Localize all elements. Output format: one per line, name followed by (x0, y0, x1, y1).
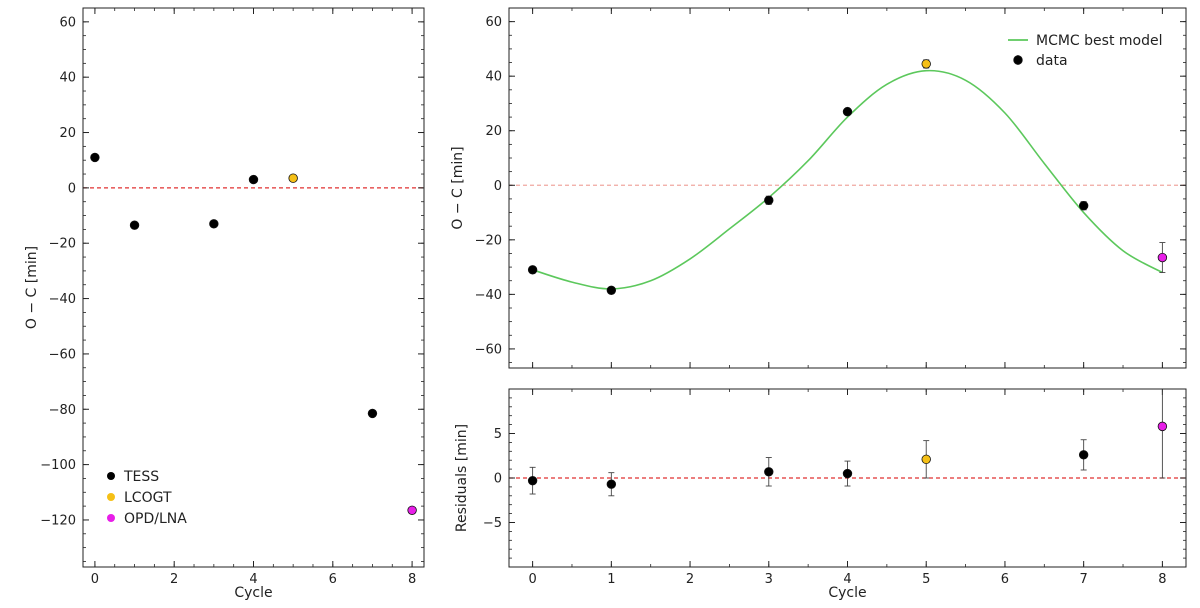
data-point (1078, 201, 1089, 211)
y-tick-label: −20 (49, 237, 76, 252)
legend-label: MCMC best model (1036, 33, 1163, 49)
y-tick-label: −100 (40, 458, 76, 473)
y-tick-label: 60 (59, 15, 76, 30)
x-tick-label: 0 (91, 572, 99, 587)
legend-label: OPD/LNA (124, 511, 187, 527)
data-point (129, 220, 140, 230)
y-tick-label: −80 (49, 403, 76, 418)
plot-frame (82, 7, 425, 568)
y-tick-label: −40 (475, 288, 502, 303)
legend-marker (107, 472, 115, 480)
x-tick-label: 8 (1158, 572, 1166, 587)
data-point (606, 479, 617, 489)
y-tick-label: −20 (475, 233, 502, 248)
plot-frame (508, 7, 1187, 369)
data-point (606, 285, 617, 295)
data-point (527, 265, 538, 275)
data-point (527, 475, 538, 486)
legend-label: TESS (123, 469, 159, 485)
y-tick-label: 5 (494, 427, 502, 442)
legend-label: LCOGT (124, 490, 172, 506)
model-curve (532, 69, 1163, 290)
data-point (921, 59, 931, 69)
y-tick-label: −60 (475, 342, 502, 357)
y-tick-label: 0 (68, 181, 76, 196)
y-tick-label: 20 (59, 126, 76, 141)
x-tick-label: 4 (249, 572, 257, 587)
data-point (288, 173, 298, 183)
data-point (209, 219, 219, 229)
y-tick-label: 40 (485, 70, 502, 85)
plot-frame (508, 388, 1187, 568)
y-tick-label: −5 (483, 516, 502, 531)
x-tick-label: 5 (922, 572, 930, 587)
y-tick-label: −120 (40, 513, 76, 528)
data-point (842, 106, 853, 117)
y-tick-label: 0 (494, 179, 502, 194)
y-tick-label: 60 (485, 15, 502, 30)
x-tick-label: 7 (1080, 572, 1088, 587)
x-tick-label: 8 (408, 572, 416, 587)
bottom-right-panel: 0 1 2 3 4 5 6 7 8 5 0 −5 Cycle Residuals [min] (454, 388, 1187, 601)
y-axis-label: O − C [min] (24, 246, 40, 329)
x-tick-label: 3 (765, 572, 773, 587)
data-point (407, 505, 417, 515)
x-axis-label: Cycle (828, 585, 866, 601)
left-panel: 0 2 4 6 8 60 40 20 0 −20 −40 −60 −80 −100 −120 Cycle O −… (24, 7, 425, 601)
legend-marker (1013, 55, 1023, 65)
data-point (90, 152, 100, 163)
data-point (248, 174, 259, 185)
data-point (921, 454, 931, 465)
data-point (1157, 252, 1168, 263)
y-tick-label: −40 (49, 292, 76, 307)
data-point (367, 408, 378, 419)
data-point (1078, 450, 1089, 460)
y-tick-label: 0 (494, 472, 502, 487)
x-tick-label: 4 (843, 572, 851, 587)
x-tick-label: 2 (686, 572, 694, 587)
y-axis-label: Residuals [min] (454, 424, 470, 532)
legend-marker (107, 514, 115, 522)
top-right-panel: 60 40 20 0 −20 −40 −60 O − C [min] MCMC best mod… (450, 7, 1187, 369)
data-point (764, 467, 774, 477)
x-tick-label: 1 (607, 572, 615, 587)
x-axis-label: Cycle (234, 585, 272, 601)
legend-marker (107, 493, 115, 501)
x-tick-label: 6 (1001, 572, 1009, 587)
data-point (764, 195, 774, 205)
x-tick-label: 6 (329, 572, 337, 587)
data-point (1157, 421, 1168, 432)
x-tick-label: 2 (170, 572, 178, 587)
y-axis-label: O − C [min] (450, 146, 466, 229)
y-tick-label: 20 (485, 124, 502, 139)
x-tick-label: 0 (528, 572, 536, 587)
legend-label: data (1036, 53, 1068, 69)
y-tick-label: −60 (49, 347, 76, 362)
data-point (842, 468, 853, 479)
y-tick-label: 40 (59, 71, 76, 86)
